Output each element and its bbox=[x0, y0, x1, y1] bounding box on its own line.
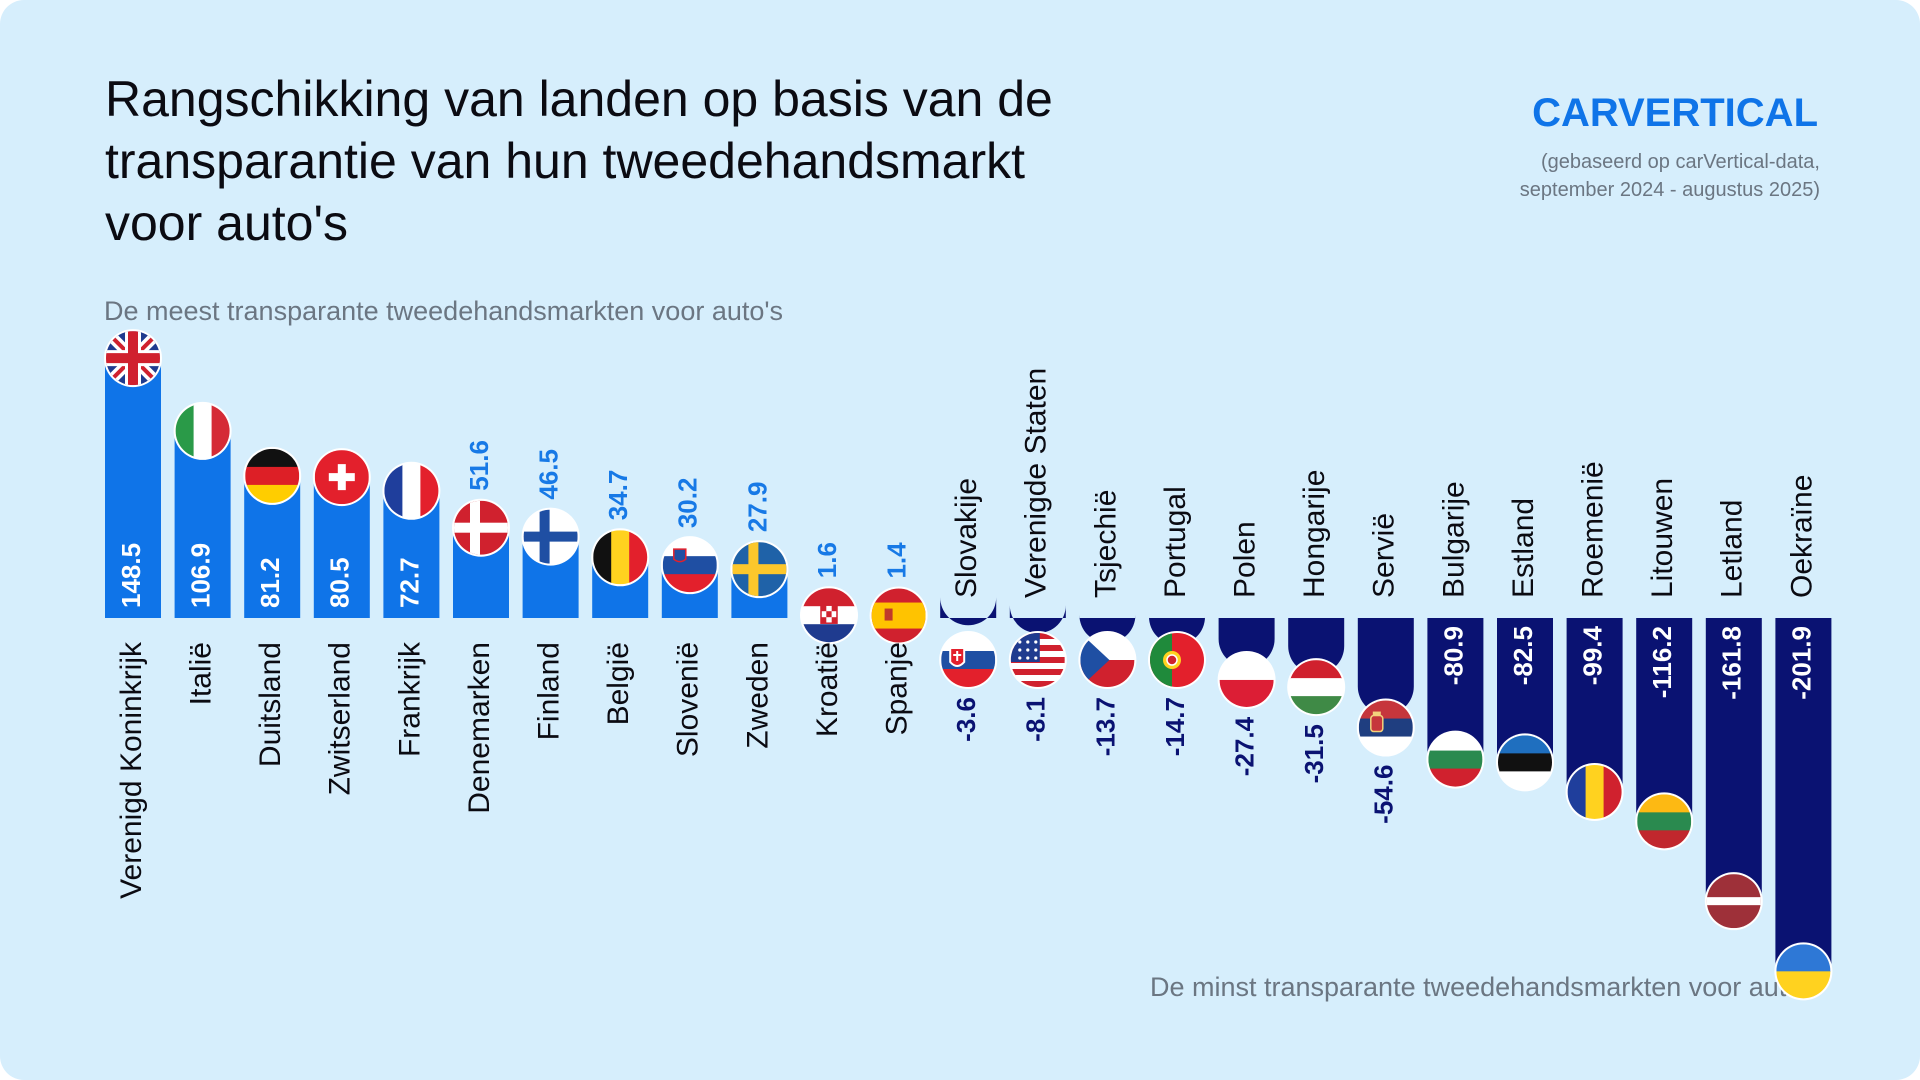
germany-flag-icon bbox=[243, 446, 302, 505]
slovakia-flag-icon bbox=[939, 631, 998, 689]
country-label: Zwitserland bbox=[324, 642, 357, 795]
country-label: Roemenië bbox=[1577, 461, 1610, 598]
country-label: Slovakije bbox=[950, 478, 983, 598]
logo-text: CARVERTICAL bbox=[1532, 91, 1818, 134]
bar bbox=[1009, 605, 1066, 634]
value-label: 106.9 bbox=[185, 543, 215, 608]
carvertical-logo: CARVERTICAL bbox=[1532, 91, 1818, 134]
croatia-flag-icon bbox=[800, 586, 858, 645]
value-label: -82.5 bbox=[1508, 626, 1538, 685]
country-label: Kroatië bbox=[811, 642, 844, 737]
uk-flag-icon bbox=[104, 329, 162, 388]
country-label: Estland bbox=[1507, 498, 1540, 598]
denmark-flag-icon bbox=[452, 498, 510, 557]
belgium-flag-icon bbox=[591, 528, 650, 587]
italy-flag-icon bbox=[173, 401, 232, 460]
country-label: Italië bbox=[185, 642, 218, 705]
country-label: Oekraïne bbox=[1785, 475, 1818, 598]
value-label: -116.2 bbox=[1647, 626, 1677, 698]
value-label: 148.5 bbox=[116, 543, 146, 608]
data-source-note: (gebaseerd op carVertical-data, septembe… bbox=[1519, 151, 1820, 201]
bar bbox=[105, 358, 161, 618]
value-label: 51.6 bbox=[464, 440, 494, 491]
slovenia-flag-icon bbox=[660, 536, 719, 595]
serbia-flag-icon bbox=[1356, 698, 1415, 757]
lithuania-flag-icon bbox=[1635, 792, 1694, 851]
country-label: Servië bbox=[1368, 513, 1401, 598]
bar bbox=[1288, 618, 1345, 675]
value-label: 27.9 bbox=[742, 482, 772, 533]
spain-flag-icon bbox=[869, 586, 928, 645]
country-label: Verenigde Staten bbox=[1020, 368, 1053, 598]
bars-layer: 148.5 Verenigd Koninkrijk 106.9 Italië 81.2 D… bbox=[104, 329, 1833, 1001]
value-label: -13.7 bbox=[1090, 697, 1120, 756]
bar bbox=[1775, 618, 1832, 972]
poland-flag-icon bbox=[1217, 650, 1276, 709]
usa-flag-icon bbox=[1008, 631, 1067, 689]
value-label: -54.6 bbox=[1369, 765, 1399, 824]
most-transparent-label: De meest transparante tweedehandsmarkten… bbox=[104, 296, 784, 326]
value-label: 34.7 bbox=[603, 470, 633, 521]
bulgaria-flag-icon bbox=[1426, 730, 1485, 789]
country-label: Frankrijk bbox=[393, 641, 426, 757]
latvia-flag-icon bbox=[1704, 872, 1763, 931]
country-label: België bbox=[602, 642, 635, 725]
country-label: Slovenië bbox=[672, 642, 705, 757]
switzerland-flag-icon bbox=[312, 448, 371, 507]
country-label: Finland bbox=[533, 642, 566, 740]
country-label: Litouwen bbox=[1646, 478, 1679, 598]
country-label: Zweden bbox=[741, 642, 774, 749]
sweden-flag-icon bbox=[730, 540, 789, 599]
france-flag-icon bbox=[382, 461, 441, 520]
value-label: -201.9 bbox=[1786, 626, 1816, 700]
country-label: Polen bbox=[1229, 521, 1262, 598]
bar bbox=[174, 430, 231, 618]
value-label: 1.6 bbox=[812, 542, 842, 578]
value-label: 30.2 bbox=[673, 478, 703, 529]
estonia-flag-icon bbox=[1496, 733, 1554, 792]
value-label: 81.2 bbox=[255, 557, 285, 608]
finland-flag-icon bbox=[521, 507, 580, 566]
value-label: -31.5 bbox=[1299, 724, 1329, 783]
bar bbox=[1636, 618, 1693, 822]
value-label: -80.9 bbox=[1438, 626, 1468, 685]
hungary-flag-icon bbox=[1287, 658, 1346, 717]
country-label: Hongarije bbox=[1298, 470, 1331, 598]
value-label: -27.4 bbox=[1229, 716, 1259, 776]
country-label: Verenigd Koninkrijk bbox=[115, 641, 148, 899]
value-label: 80.5 bbox=[325, 557, 355, 608]
ukraine-flag-icon bbox=[1774, 942, 1833, 1001]
value-label: -3.6 bbox=[951, 697, 981, 742]
country-label: Tsjechië bbox=[1089, 490, 1122, 598]
country-label: Spanje bbox=[881, 642, 914, 735]
portugal-flag-icon bbox=[1148, 631, 1206, 689]
bar bbox=[1357, 618, 1414, 715]
chart-title: Rangschikking van landen op basis van de… bbox=[105, 71, 1053, 251]
country-label: Letland bbox=[1716, 500, 1749, 598]
value-label: -8.1 bbox=[1021, 697, 1051, 742]
czechia-flag-icon bbox=[1078, 631, 1137, 689]
value-label: -161.8 bbox=[1717, 626, 1747, 700]
value-label: 72.7 bbox=[394, 557, 424, 608]
value-label: -14.7 bbox=[1160, 697, 1190, 756]
country-label: Denemarken bbox=[463, 642, 496, 814]
romania-flag-icon bbox=[1565, 762, 1624, 821]
bar bbox=[1705, 618, 1762, 902]
country-label: Bulgarije bbox=[1437, 481, 1470, 598]
value-label: -99.4 bbox=[1577, 625, 1607, 685]
value-label: 46.5 bbox=[533, 449, 563, 500]
country-label: Duitsland bbox=[254, 642, 287, 767]
value-label: 1.4 bbox=[881, 542, 911, 579]
bar bbox=[940, 597, 997, 626]
least-transparent-label: De minst transparante tweedehandsmarkten… bbox=[1149, 972, 1820, 1002]
country-label: Portugal bbox=[1159, 486, 1192, 598]
